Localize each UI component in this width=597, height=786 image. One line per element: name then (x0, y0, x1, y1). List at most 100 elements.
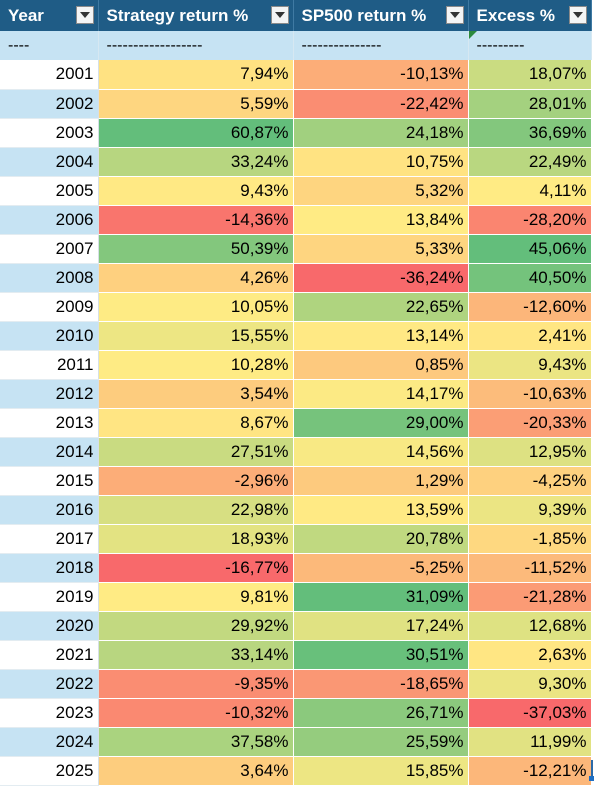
year-cell[interactable]: 2014 (0, 437, 99, 467)
strategy-return-cell[interactable]: 10,28% (98, 350, 294, 380)
excess-cell[interactable]: -12,21% (468, 756, 592, 786)
sp500-return-cell[interactable]: 5,32% (293, 176, 469, 206)
year-cell[interactable]: 2017 (0, 524, 99, 554)
sp500-return-cell[interactable]: 14,17% (293, 379, 469, 409)
sp500-return-cell[interactable]: 13,59% (293, 495, 469, 525)
year-cell[interactable]: 2009 (0, 292, 99, 322)
filter-dropdown-icon[interactable] (568, 6, 587, 24)
strategy-return-cell[interactable]: -9,35% (98, 669, 294, 699)
year-cell[interactable]: 2004 (0, 147, 99, 177)
year-cell[interactable]: 2018 (0, 553, 99, 583)
year-cell[interactable]: 2022 (0, 669, 99, 699)
excess-cell[interactable]: 12,95% (468, 437, 592, 467)
strategy-return-cell[interactable]: 37,58% (98, 727, 294, 757)
excess-cell[interactable]: 45,06% (468, 234, 592, 264)
excess-cell[interactable]: 36,69% (468, 118, 592, 148)
excess-cell[interactable]: -12,60% (468, 292, 592, 322)
strategy-return-cell[interactable]: 60,87% (98, 118, 294, 148)
sp500-return-cell[interactable]: 14,56% (293, 437, 469, 467)
sp500-return-cell[interactable]: 31,09% (293, 582, 469, 612)
sp500-return-cell[interactable]: -22,42% (293, 89, 469, 119)
strategy-return-cell[interactable]: 8,67% (98, 408, 294, 438)
strategy-return-cell[interactable]: 27,51% (98, 437, 294, 467)
filter-dropdown-icon[interactable] (75, 6, 94, 24)
year-cell[interactable]: 2023 (0, 698, 99, 728)
header-strategy-return[interactable]: Strategy return % (98, 0, 294, 31)
excess-cell[interactable]: 40,50% (468, 263, 592, 293)
sp500-return-cell[interactable]: 26,71% (293, 698, 469, 728)
sp500-return-cell[interactable]: 15,85% (293, 756, 469, 786)
excess-cell[interactable]: 28,01% (468, 89, 592, 119)
sp500-return-cell[interactable]: 17,24% (293, 611, 469, 641)
sp500-return-cell[interactable]: 0,85% (293, 350, 469, 380)
strategy-return-cell[interactable]: 7,94% (98, 60, 294, 90)
strategy-return-cell[interactable]: 33,24% (98, 147, 294, 177)
year-cell[interactable]: 2012 (0, 379, 99, 409)
year-cell[interactable]: 2010 (0, 321, 99, 351)
sp500-return-cell[interactable]: -36,24% (293, 263, 469, 293)
year-cell[interactable]: 2006 (0, 205, 99, 235)
excess-cell[interactable]: 2,41% (468, 321, 592, 351)
strategy-return-cell[interactable]: 15,55% (98, 321, 294, 351)
strategy-return-cell[interactable]: 18,93% (98, 524, 294, 554)
dash-cell[interactable]: ------------------ (98, 31, 294, 60)
sp500-return-cell[interactable]: 1,29% (293, 466, 469, 496)
excess-cell[interactable]: -1,85% (468, 524, 592, 554)
strategy-return-cell[interactable]: 5,59% (98, 89, 294, 119)
excess-cell[interactable]: -28,20% (468, 205, 592, 235)
year-cell[interactable]: 2021 (0, 640, 99, 670)
excess-cell[interactable]: -4,25% (468, 466, 592, 496)
sp500-return-cell[interactable]: 30,51% (293, 640, 469, 670)
year-cell[interactable]: 2001 (0, 60, 99, 90)
sp500-return-cell[interactable]: -5,25% (293, 553, 469, 583)
sp500-return-cell[interactable]: 20,78% (293, 524, 469, 554)
excess-cell[interactable]: -11,52% (468, 553, 592, 583)
year-cell[interactable]: 2015 (0, 466, 99, 496)
dash-cell[interactable]: ---- (0, 31, 99, 60)
sp500-return-cell[interactable]: -10,13% (293, 60, 469, 90)
fill-handle[interactable] (589, 776, 594, 781)
dash-cell[interactable]: --------- (468, 31, 592, 60)
excess-cell[interactable]: 9,43% (468, 350, 592, 380)
strategy-return-cell[interactable]: 29,92% (98, 611, 294, 641)
year-cell[interactable]: 2007 (0, 234, 99, 264)
year-cell[interactable]: 2020 (0, 611, 99, 641)
sp500-return-cell[interactable]: 24,18% (293, 118, 469, 148)
excess-cell[interactable]: 11,99% (468, 727, 592, 757)
year-cell[interactable]: 2019 (0, 582, 99, 612)
excess-cell[interactable]: 9,30% (468, 669, 592, 699)
sp500-return-cell[interactable]: 25,59% (293, 727, 469, 757)
filter-dropdown-icon[interactable] (270, 6, 289, 24)
year-cell[interactable]: 2008 (0, 263, 99, 293)
sp500-return-cell[interactable]: 5,33% (293, 234, 469, 264)
sp500-return-cell[interactable]: 22,65% (293, 292, 469, 322)
year-cell[interactable]: 2005 (0, 176, 99, 206)
excess-cell[interactable]: 18,07% (468, 60, 592, 90)
sp500-return-cell[interactable]: 13,84% (293, 205, 469, 235)
header-excess[interactable]: Excess % (468, 0, 592, 31)
strategy-return-cell[interactable]: 33,14% (98, 640, 294, 670)
strategy-return-cell[interactable]: 9,43% (98, 176, 294, 206)
header-year[interactable]: Year (0, 0, 99, 31)
strategy-return-cell[interactable]: -16,77% (98, 553, 294, 583)
year-cell[interactable]: 2024 (0, 727, 99, 757)
strategy-return-cell[interactable]: 22,98% (98, 495, 294, 525)
sp500-return-cell[interactable]: 13,14% (293, 321, 469, 351)
year-cell[interactable]: 2011 (0, 350, 99, 380)
strategy-return-cell[interactable]: 3,64% (98, 756, 294, 786)
year-cell[interactable]: 2016 (0, 495, 99, 525)
strategy-return-cell[interactable]: -10,32% (98, 698, 294, 728)
excess-cell[interactable]: -37,03% (468, 698, 592, 728)
strategy-return-cell[interactable]: 3,54% (98, 379, 294, 409)
year-cell[interactable]: 2013 (0, 408, 99, 438)
excess-cell[interactable]: 22,49% (468, 147, 592, 177)
year-cell[interactable]: 2003 (0, 118, 99, 148)
excess-cell[interactable]: 4,11% (468, 176, 592, 206)
year-cell[interactable]: 2002 (0, 89, 99, 119)
sp500-return-cell[interactable]: 10,75% (293, 147, 469, 177)
sp500-return-cell[interactable]: 29,00% (293, 408, 469, 438)
excess-cell[interactable]: 12,68% (468, 611, 592, 641)
excess-cell[interactable]: -10,63% (468, 379, 592, 409)
strategy-return-cell[interactable]: 9,81% (98, 582, 294, 612)
excess-cell[interactable]: -21,28% (468, 582, 592, 612)
